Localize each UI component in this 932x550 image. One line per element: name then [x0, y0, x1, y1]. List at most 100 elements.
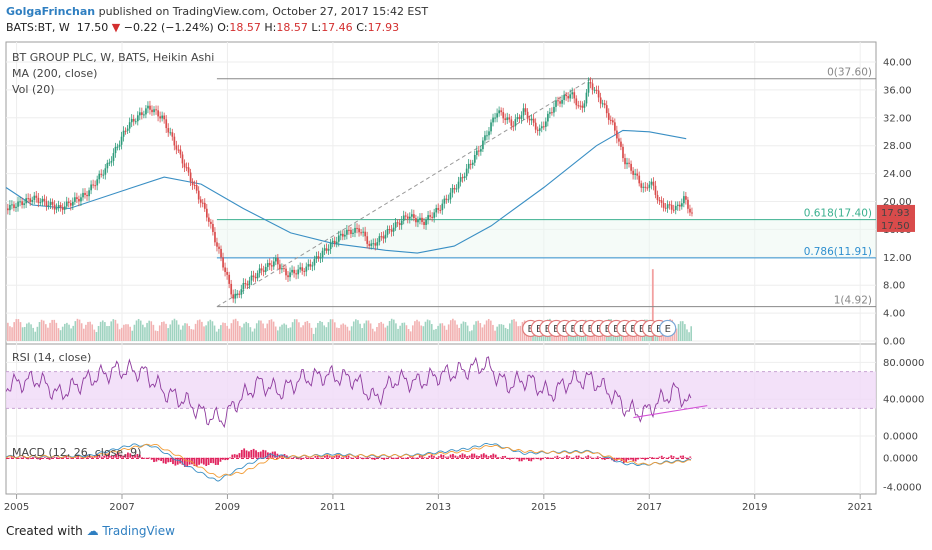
volume-bar	[40, 319, 43, 341]
y-tick-label: 24.00	[883, 169, 912, 180]
candle-body	[106, 162, 109, 169]
candle-body	[488, 131, 490, 136]
volume-bar	[163, 321, 165, 341]
macd-histogram-bar	[338, 455, 340, 458]
tradingview-logo-text[interactable]: TradingView	[102, 524, 175, 538]
candle-body	[191, 181, 194, 185]
candle-body	[74, 197, 76, 202]
candle-body	[577, 105, 580, 107]
candle-body	[638, 175, 641, 184]
volume-bar	[509, 323, 511, 341]
macd-histogram-bar	[167, 457, 170, 463]
volume-bar	[511, 319, 513, 341]
candle-body	[666, 204, 669, 209]
candle-body	[506, 117, 509, 121]
macd-histogram-bar	[430, 454, 433, 458]
candle-body	[281, 268, 283, 270]
macd-histogram-bar	[105, 453, 108, 458]
macd-histogram-bar	[335, 454, 338, 458]
volume-bar	[251, 331, 254, 341]
volume-bar	[131, 330, 134, 341]
event-marker-letter: E	[613, 324, 619, 335]
chart-area[interactable]: 0(37.60)0.618(17.40)0.786(11.91)1(4.92) …	[0, 0, 932, 520]
volume-bar	[49, 322, 51, 341]
volume-bar	[72, 325, 75, 341]
candle-body	[443, 198, 446, 204]
candle-body	[25, 198, 28, 204]
macd-histogram-bar	[456, 456, 459, 458]
x-tick-label: 2007	[109, 502, 134, 513]
candle-body	[299, 267, 302, 270]
macd-histogram-bar	[452, 453, 454, 458]
candle-body	[122, 130, 125, 137]
macd-histogram-bar	[587, 455, 590, 458]
candle-body	[411, 214, 413, 217]
candle-body	[634, 173, 637, 175]
volume-bar	[99, 321, 102, 341]
candle-body	[167, 128, 170, 133]
macd-histogram-bar	[274, 451, 276, 458]
candle-body	[244, 283, 247, 285]
candle-body	[528, 118, 531, 121]
candle-body	[323, 248, 326, 251]
candle-body	[607, 113, 610, 120]
author-link[interactable]: GolgaFrinchan	[6, 5, 96, 18]
candle-body	[289, 272, 291, 278]
candle-body	[689, 208, 691, 213]
candle-body	[187, 167, 190, 173]
macd-histogram-bar	[20, 457, 23, 459]
macd-histogram-bar	[328, 456, 331, 458]
candle-body	[246, 283, 249, 286]
volume-bar	[268, 320, 271, 341]
event-marker-letter: E	[639, 324, 645, 335]
candle-body	[55, 208, 58, 210]
macd-histogram-bar	[323, 455, 326, 458]
candle-body	[84, 192, 86, 195]
candle-body	[232, 294, 235, 299]
candle-body	[193, 184, 196, 186]
candle-body	[309, 264, 312, 267]
candle-body	[165, 119, 168, 129]
volume-bar	[186, 323, 188, 341]
macd-histogram-bar	[494, 454, 497, 458]
candle-body	[17, 201, 19, 207]
candle-body	[53, 204, 56, 210]
macd-histogram-bar	[269, 452, 272, 458]
macd-histogram-bar	[333, 456, 336, 458]
macd-histogram-bar	[608, 457, 611, 459]
volume-bar	[627, 332, 629, 341]
candle-body	[455, 188, 458, 190]
volume-bar	[416, 319, 418, 341]
candle-body	[601, 103, 604, 105]
candle-body	[394, 222, 397, 228]
volume-bar	[241, 327, 243, 341]
candle-body	[691, 212, 693, 214]
macd-histogram-bar	[523, 457, 526, 460]
candle-body	[268, 262, 271, 266]
volume-bar	[116, 323, 119, 341]
candle-body	[57, 205, 60, 209]
volume-bar	[150, 321, 153, 341]
volume-bar	[158, 325, 161, 341]
event-marker-letter: E	[665, 324, 671, 335]
candle-body	[408, 216, 411, 219]
volume-bar	[477, 320, 479, 341]
macd-histogram-bar	[148, 457, 151, 459]
volume-bar	[64, 323, 66, 341]
macd-histogram-bar	[262, 449, 265, 458]
macd-histogram-bar	[580, 457, 582, 459]
candle-body	[149, 105, 151, 110]
high-value: 18.57	[276, 21, 308, 34]
candle-body	[124, 130, 127, 132]
volume-bar	[156, 331, 159, 341]
candle-body	[520, 115, 523, 119]
macd-histogram-bar	[186, 457, 189, 467]
volume-bar	[361, 328, 363, 341]
macd-histogram-bar	[565, 455, 568, 458]
macd-histogram-bar	[162, 457, 165, 464]
candle-body	[31, 199, 34, 202]
macd-histogram-bar	[243, 448, 246, 458]
candle-body	[589, 82, 592, 84]
x-tick-label: 2017	[637, 502, 662, 513]
macd-histogram-bar	[141, 457, 144, 459]
